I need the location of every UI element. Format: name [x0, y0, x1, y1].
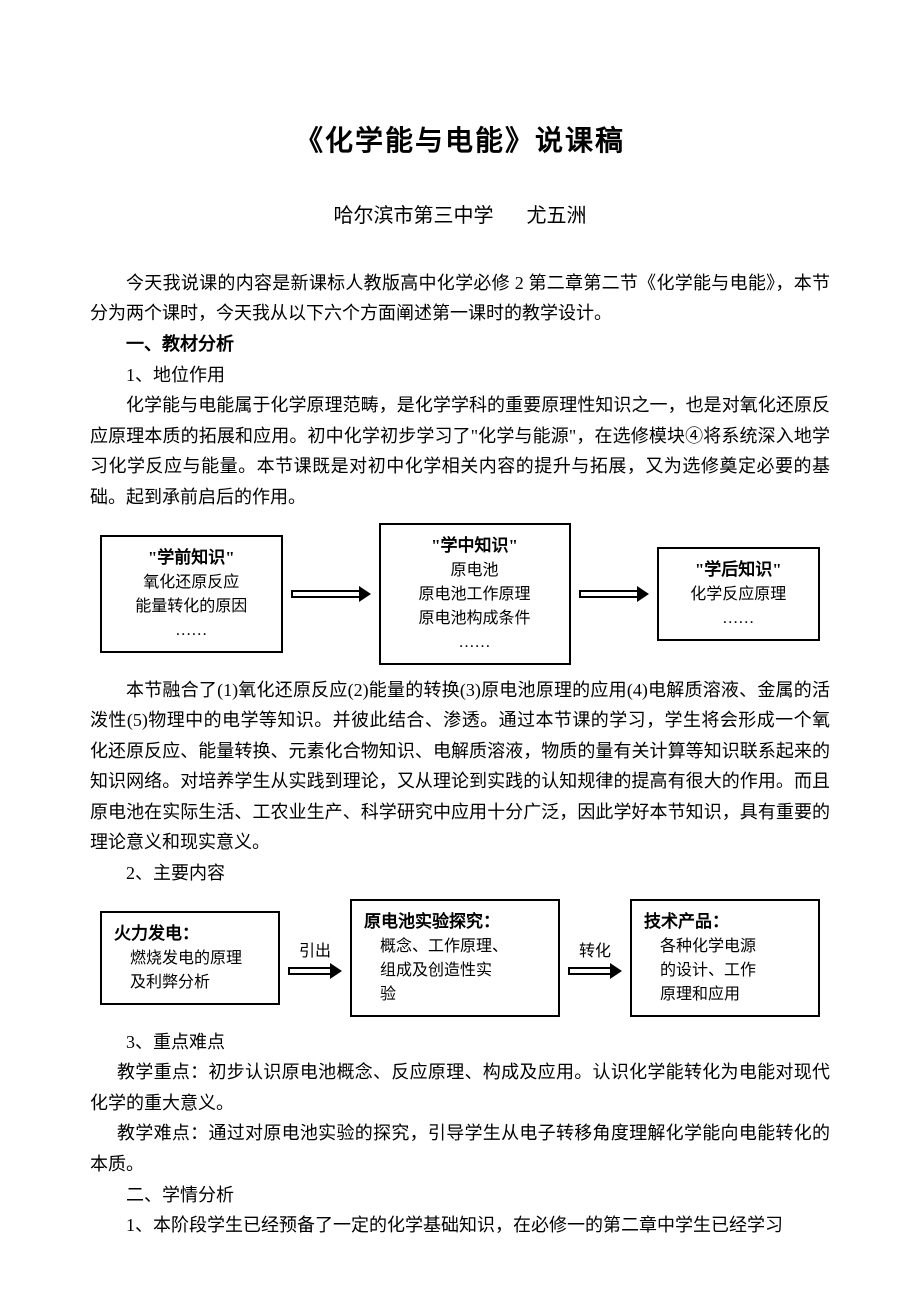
box-mid-knowledge: "学中知识" 原电池 原电池工作原理 原电池构成条件 ……	[379, 523, 571, 665]
box-title: "学后知识"	[695, 560, 782, 579]
section1-sub1: 1、地位作用	[90, 360, 830, 391]
box-post-knowledge: "学后知识" 化学反应原理 ……	[657, 547, 820, 641]
subtitle-line: 哈尔滨市第三中学 尤五洲	[90, 199, 830, 228]
section1-heading: 一、教材分析	[90, 329, 830, 360]
box-line: 化学反应原理	[671, 583, 806, 607]
box-line: 原电池构成条件	[393, 607, 557, 631]
box-line: 原理和应用	[644, 983, 806, 1007]
page-title: 《化学能与电能》说课稿	[90, 119, 830, 159]
box-fire-power: 火力发电： 燃烧发电的原理 及利弊分析	[100, 911, 280, 1005]
box-line: 验	[364, 983, 546, 1007]
box-line: 能量转化的原因	[114, 595, 269, 619]
box-line: ……	[114, 619, 269, 643]
section1-p2: 本节融合了(1)氧化还原反应(2)能量的转换(3)原电池原理的应用(4)电解质溶…	[90, 675, 830, 859]
section1-sub2: 2、主要内容	[90, 858, 830, 889]
box-experiment: 原电池实验探究： 概念、工作原理、 组成及创造性实 验	[350, 899, 560, 1017]
box-title: 火力发电：	[114, 924, 199, 943]
box-line: ……	[671, 607, 806, 631]
box-title: "学前知识"	[148, 548, 235, 567]
arrow-right-icon	[579, 586, 649, 602]
arrow-label: 转化	[579, 937, 611, 961]
document-page: 《化学能与电能》说课稿 哈尔滨市第三中学 尤五洲 今天我说课的内容是新课标人教版…	[0, 0, 920, 1300]
box-pre-knowledge: "学前知识" 氧化还原反应 能量转化的原因 ……	[100, 535, 283, 653]
box-line: ……	[393, 631, 557, 655]
school-name: 哈尔滨市第三中学	[334, 205, 494, 227]
diagram-content-flow: 火力发电： 燃烧发电的原理 及利弊分析 引出 原电池实验探究： 概念、工作原理、…	[100, 899, 820, 1017]
box-line: 及利弊分析	[114, 971, 266, 995]
box-line: 的设计、工作	[644, 959, 806, 983]
box-product: 技术产品： 各种化学电源 的设计、工作 原理和应用	[630, 899, 820, 1017]
box-line: 组成及创造性实	[364, 959, 546, 983]
box-line: 氧化还原反应	[114, 571, 269, 595]
arrow-label: 引出	[299, 937, 331, 961]
box-title: "学中知识"	[431, 536, 518, 555]
box-line: 原电池	[393, 559, 557, 583]
box-line: 各种化学电源	[644, 935, 806, 959]
arrow-labeled: 转化	[568, 937, 622, 979]
box-title: 原电池实验探究：	[364, 912, 500, 931]
section2-heading: 二、学情分析	[90, 1180, 830, 1211]
diagram-knowledge-flow: "学前知识" 氧化还原反应 能量转化的原因 …… "学中知识" 原电池 原电池工…	[100, 523, 820, 665]
intro-paragraph: 今天我说课的内容是新课标人教版高中化学必修 2 第二章第二节《化学能与电能》，本…	[90, 268, 830, 329]
section2-p1: 1、本阶段学生已经预备了一定的化学基础知识，在必修一的第二章中学生已经学习	[90, 1210, 830, 1241]
box-line: 概念、工作原理、	[364, 935, 546, 959]
box-line: 原电池工作原理	[393, 583, 557, 607]
arrow-labeled: 引出	[288, 937, 342, 979]
section1-p1: 化学能与电能属于化学原理范畴，是化学学科的重要原理性知识之一，也是对氧化还原反应…	[90, 390, 830, 512]
section1-sub3: 3、重点难点	[90, 1027, 830, 1058]
box-title: 技术产品：	[644, 912, 729, 931]
author-name: 尤五洲	[527, 205, 587, 227]
section1-p3: 教学重点：初步认识原电池概念、反应原理、构成及应用。认识化学能转化为电能对现代化…	[90, 1057, 830, 1118]
box-line: 燃烧发电的原理	[114, 947, 266, 971]
arrow-right-icon	[291, 586, 371, 602]
section1-p4: 教学难点：通过对原电池实验的探究，引导学生从电子转移角度理解化学能向电能转化的本…	[90, 1118, 830, 1179]
